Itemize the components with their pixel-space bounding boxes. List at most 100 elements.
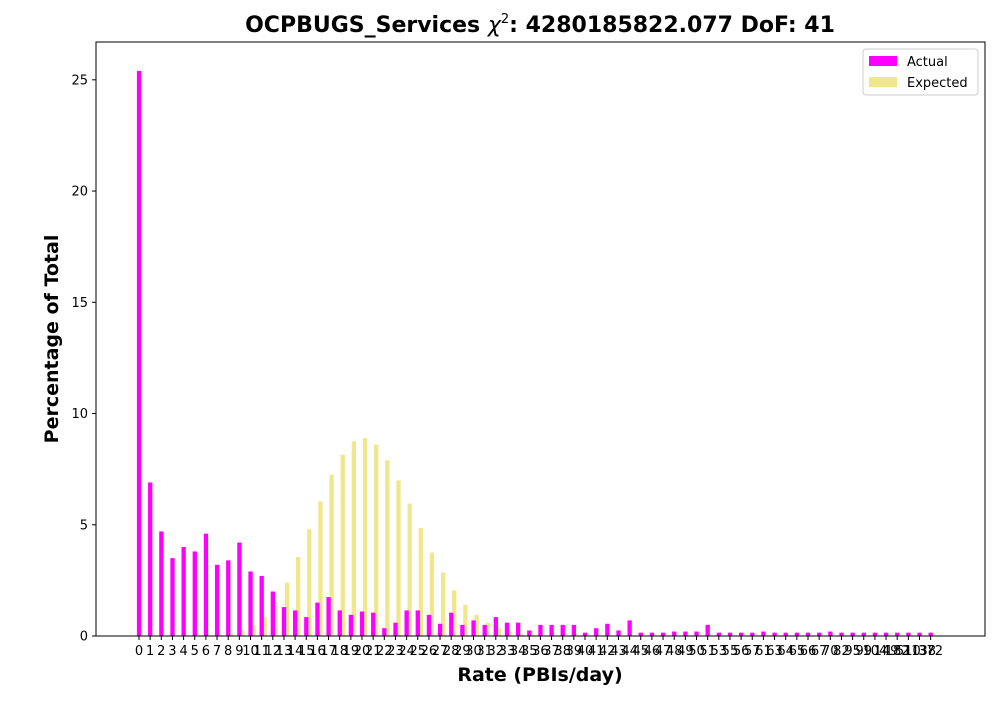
bar-actual-64 (784, 633, 788, 636)
y-axis-label: Percentage of Total (41, 235, 63, 444)
bar-actual-6 (204, 534, 208, 636)
bar-actual-67 (817, 633, 821, 636)
legend-swatch-actual (869, 56, 897, 66)
bar-actual-33 (505, 623, 509, 636)
bar-actual-66 (806, 633, 810, 636)
x-tick-label: 372 (918, 644, 943, 659)
bars-group (137, 71, 933, 636)
bar-actual-53 (717, 633, 721, 636)
bar-actual-99 (862, 633, 866, 636)
x-tick-label: 8 (224, 644, 232, 659)
bar-actual-63 (772, 633, 776, 636)
bar-actual-23 (393, 623, 397, 636)
bar-actual-14 (293, 610, 297, 636)
x-tick-label: 2 (157, 644, 165, 659)
bar-actual-61 (761, 632, 765, 636)
bar-actual-49 (683, 632, 687, 636)
bar-actual-18 (338, 610, 342, 636)
chart-title: OCPBUGS_Services χ2: 4280185822.077 DoF:… (245, 12, 835, 38)
bar-actual-42 (605, 624, 609, 636)
bar-actual-0 (137, 71, 141, 636)
bar-actual-12 (271, 592, 275, 636)
bar-actual-1138 (917, 633, 921, 636)
bar-actual-48 (672, 632, 676, 636)
bar-actual-24 (405, 610, 409, 636)
bar-expected-22 (385, 460, 389, 636)
x-tick-label: 0 (135, 644, 143, 659)
bar-actual-25 (416, 610, 420, 636)
bar-actual-27 (438, 624, 442, 636)
bar-actual-55 (728, 633, 732, 636)
bar-actual-3 (170, 558, 174, 636)
bar-expected-18 (341, 455, 345, 636)
bar-actual-70 (828, 632, 832, 636)
x-tick-label: 4 (179, 644, 187, 659)
bar-actual-16 (315, 603, 319, 636)
bar-actual-1 (148, 482, 152, 636)
bar-actual-41 (594, 628, 598, 636)
x-tick-label: 1 (146, 644, 154, 659)
bar-actual-13 (282, 607, 286, 636)
bar-actual-65 (795, 633, 799, 636)
x-tick-label: 5 (191, 644, 199, 659)
bar-actual-20 (360, 612, 364, 636)
bar-actual-182 (895, 633, 899, 636)
plot-frame (96, 42, 985, 636)
bar-actual-39 (572, 625, 576, 636)
bar-actual-95 (851, 633, 855, 636)
bar-actual-5 (193, 551, 197, 636)
bar-expected-23 (396, 480, 400, 636)
bar-actual-30 (471, 620, 475, 636)
bar-actual-21 (371, 613, 375, 636)
bar-actual-11 (260, 576, 264, 636)
x-tick-label: 3 (168, 644, 176, 659)
bar-actual-36 (538, 625, 542, 636)
legend-swatch-expected (869, 77, 897, 87)
bar-actual-32 (494, 617, 498, 636)
x-tick-label: 7 (213, 644, 221, 659)
y-tick-label: 20 (71, 185, 88, 200)
bar-actual-44 (628, 620, 632, 636)
bar-actual-10 (248, 571, 252, 636)
bar-actual-37 (549, 625, 553, 636)
legend-label-actual: Actual (907, 55, 948, 70)
bar-actual-40 (583, 633, 587, 636)
bar-actual-29 (460, 625, 464, 636)
chi-exponent: 2 (501, 12, 509, 27)
bar-actual-28 (449, 613, 453, 636)
bar-expected-19 (352, 441, 356, 636)
bar-actual-38 (561, 625, 565, 636)
bar-actual-104 (873, 633, 877, 636)
bar-actual-43 (616, 630, 620, 636)
bar-actual-35 (527, 630, 531, 636)
bar-actual-56 (739, 633, 743, 636)
y-tick-label: 25 (71, 73, 88, 88)
bar-actual-149 (884, 633, 888, 636)
bar-actual-8 (226, 560, 230, 636)
y-tick-label: 5 (80, 518, 88, 533)
bar-actual-17 (326, 597, 330, 636)
legend-label-expected: Expected (907, 76, 968, 91)
x-tick-label: 6 (202, 644, 210, 659)
bar-expected-20 (363, 438, 367, 636)
y-tick-label: 10 (71, 407, 88, 422)
legend: Actual Expected (863, 49, 978, 95)
bar-actual-47 (661, 633, 665, 636)
bar-actual-46 (650, 633, 654, 636)
bar-actual-57 (750, 633, 754, 636)
y-tick-label: 15 (71, 296, 88, 311)
bar-actual-82 (839, 633, 843, 636)
bar-actual-4 (182, 547, 186, 636)
chi-symbol: χ (487, 13, 502, 38)
bar-expected-21 (374, 445, 378, 636)
bar-actual-45 (639, 633, 643, 636)
x-axis-label: Rate (PBIs/day) (457, 664, 622, 686)
bar-actual-50 (694, 632, 698, 636)
bar-actual-22 (382, 628, 386, 636)
bar-actual-15 (304, 617, 308, 636)
bar-actual-2 (159, 531, 163, 636)
bar-actual-19 (349, 615, 353, 636)
